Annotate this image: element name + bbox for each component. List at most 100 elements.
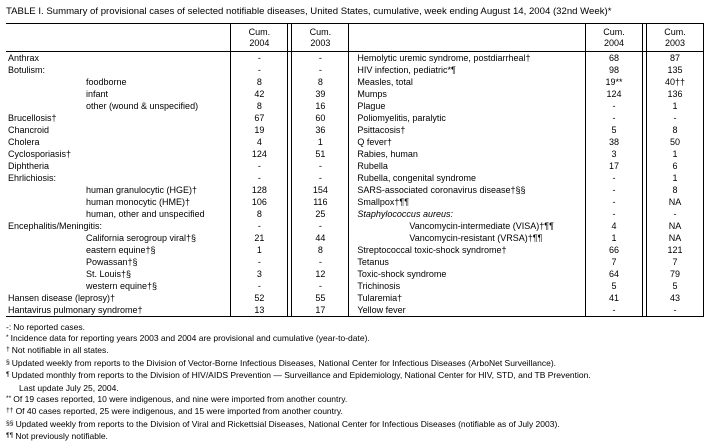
disease-name: eastern equine†§: [86, 245, 156, 255]
footnotes: -: No reported cases. * Incidence data for…: [6, 322, 704, 444]
cum-2004-value: 17: [584, 160, 643, 172]
disease-name: Powassan†§: [86, 257, 138, 267]
cum-2003-value: 8: [291, 244, 350, 256]
disease-name: Smallpox†¶¶: [357, 197, 410, 207]
column-header-spacer: [349, 24, 585, 51]
cum-2004-value: 21: [230, 232, 289, 244]
disease-name: Diphtheria: [8, 161, 50, 171]
mmwr-table-i-page: TABLE I. Summary of provisional cases of…: [6, 6, 704, 444]
cum-2003-value: 39: [291, 88, 350, 100]
cum-2003-value: 8: [291, 76, 350, 88]
cum-2004-value: 66: [584, 244, 643, 256]
table-row: Hantavirus pulmonary syndrome† 13 17: [6, 304, 350, 316]
cum-2003-value: -: [291, 256, 350, 268]
table-row: Trichinosis 5 5: [349, 280, 704, 292]
cum-2004-value: -: [230, 220, 289, 232]
cum-2004-value: 1: [584, 232, 643, 244]
cum-2003-value: 36: [291, 124, 350, 136]
cum-2004-value: 5: [584, 280, 643, 292]
footnote: * Incidence data for reporting years 2003…: [6, 333, 704, 346]
cum-2004-value: 64: [584, 268, 643, 280]
right-header-row: Cum. 2004 Cum. 2003: [349, 23, 704, 52]
footnote-text: Not notifiable in all states.: [11, 345, 109, 356]
cum-2003-value: -: [291, 52, 350, 64]
cum-2003-value: 17: [291, 304, 350, 316]
footnote: ¶ Updated monthly from reports to the Div…: [6, 370, 704, 383]
table-row: Brucellosis† 67 60: [6, 112, 350, 124]
disease-name: Vancomycin-resistant (VRSA)†¶¶: [409, 233, 543, 243]
table-row: Plague - 1: [349, 100, 704, 112]
table-row: Ehrlichiosis: - -: [6, 172, 350, 184]
table-row: Toxic-shock syndrome 64 79: [349, 268, 704, 280]
footnote-text: Of 40 cases reported, 25 were indigenous…: [15, 406, 343, 417]
cum-2004-value: 4: [584, 220, 643, 232]
cum-2004-value: 124: [584, 88, 643, 100]
table-row: California serogroup viral†§ 21 44: [6, 232, 350, 244]
cum-2003-value: 154: [291, 184, 350, 196]
cum-2004-value: 13: [230, 304, 289, 316]
footnote-marker: ¶¶: [6, 432, 14, 440]
cum-2003-value: NA: [645, 196, 704, 208]
column-header-cum-2004: Cum. 2004: [230, 24, 289, 51]
cum-2003-value: 1: [645, 148, 704, 160]
cum-2003-value: -: [291, 220, 350, 232]
cum-2003-value: 136: [645, 88, 704, 100]
footnote-marker: ¶: [6, 371, 10, 379]
table-row: human monocytic (HME)† 106 116: [6, 196, 350, 208]
disease-name: Staphylococcus aureus:: [357, 209, 453, 219]
cum-2003-value: 51: [291, 148, 350, 160]
disease-name: human, other and unspecified: [86, 209, 205, 219]
cum-2004-value: -: [584, 196, 643, 208]
cum-2003-value: -: [291, 160, 350, 172]
table-row: Staphylococcus aureus: - -: [349, 208, 704, 220]
footnote-text: Of 19 cases reported, 10 were indigenous…: [13, 393, 348, 404]
table-row: human, other and unspecified 8 25: [6, 208, 350, 220]
cum-2004-value: 19: [230, 124, 289, 136]
cum-2004-value: 128: [230, 184, 289, 196]
footnote: Last update July 25, 2004.: [6, 383, 704, 394]
column-header-spacer: [6, 24, 230, 51]
cum-2003-value: 1: [645, 100, 704, 112]
table-title: TABLE I. Summary of provisional cases of…: [6, 6, 612, 17]
cum-2004-value: 98: [584, 64, 643, 76]
disease-name: Plague: [357, 101, 386, 111]
disease-name: other (wound & unspecified): [86, 101, 199, 111]
table-row: Rabies, human 3 1: [349, 148, 704, 160]
cum-2003-value: 5: [645, 280, 704, 292]
disease-name: Hemolytic uremic syndrome, postdiarrheal…: [357, 53, 531, 63]
cum-2003-value: 55: [291, 292, 350, 304]
table-row: Hansen disease (leprosy)† 52 55: [6, 292, 350, 304]
disease-name: Encephalitis/Meningitis:: [8, 221, 103, 231]
table-row: Diphtheria - -: [6, 160, 350, 172]
disease-name: foodborne: [86, 77, 127, 87]
disease-name: California serogroup viral†§: [86, 233, 197, 243]
cum-2004-value: -: [230, 52, 289, 64]
cum-2004-value: 4: [230, 136, 289, 148]
table-row: Tetanus 7 7: [349, 256, 704, 268]
cum-2004-value: -: [584, 100, 643, 112]
cum-2004-value: 38: [584, 136, 643, 148]
cum-2004-value: -: [584, 172, 643, 184]
cum-2004-value: -: [230, 280, 289, 292]
footnote-text: Updated weekly from reports to the Divis…: [11, 357, 557, 368]
year-label: 2004: [603, 37, 624, 48]
table-row: Yellow fever - -: [349, 304, 704, 316]
cum-2003-value: -: [291, 64, 350, 76]
notifiable-diseases-table: Cum. 2004 Cum. 2003 Anthrax - -: [6, 23, 704, 317]
cum-2003-value: 79: [645, 268, 704, 280]
cum-2004-value: 8: [230, 76, 289, 88]
cum-2003-value: 12: [291, 268, 350, 280]
table-row: SARS-associated coronavirus disease†§§ -…: [349, 184, 704, 196]
table-row: western equine†§ - -: [6, 280, 350, 292]
cum-2004-value: 67: [230, 112, 289, 124]
cum-2003-value: NA: [645, 232, 704, 244]
table-row: Tularemia† 41 43: [349, 292, 704, 304]
table-row: Cyclosporiasis† 124 51: [6, 148, 350, 160]
disease-name: Hansen disease (leprosy)†: [8, 293, 116, 303]
cum-label: Cum.: [603, 27, 625, 37]
cum-2004-value: 19**: [584, 76, 643, 88]
footnote-marker: †: [6, 346, 10, 354]
disease-name: Rubella, congenital syndrome: [357, 173, 476, 183]
table-row: Poliomyelitis, paralytic - -: [349, 112, 704, 124]
footnote-marker: *: [6, 333, 9, 341]
